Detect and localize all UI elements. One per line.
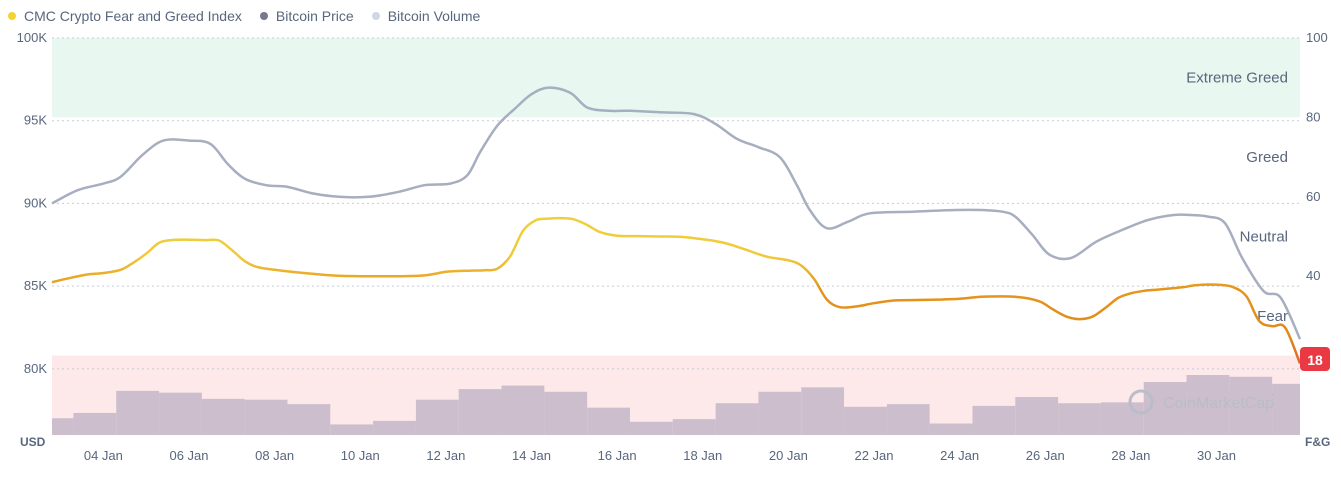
volume-bar — [1015, 397, 1059, 435]
x-axis-tick-label: 22 Jan — [854, 448, 893, 463]
zone-label: Fear — [1257, 308, 1288, 325]
volume-bar — [972, 405, 1016, 435]
volume-bar — [1100, 402, 1144, 435]
volume-bar — [1272, 383, 1300, 435]
volume-bars — [52, 375, 1300, 435]
volume-bar — [458, 389, 502, 435]
volume-bar — [629, 421, 673, 435]
volume-bar — [415, 399, 459, 435]
volume-bar — [1186, 375, 1230, 435]
volume-bar — [587, 407, 630, 435]
fear-greed-line — [51, 216, 1302, 364]
axes: USD F&G 80K 85K 90K 95K 100K 40 60 80 100 04 Jan 0… — [17, 30, 1331, 463]
legend-label: CMC Crypto Fear and Greed Index — [24, 8, 242, 24]
left-axis-tick-label: 95K — [24, 113, 47, 128]
legend-label: Bitcoin Price — [275, 8, 354, 24]
volume-bar — [287, 404, 331, 435]
right-axis-unit: F&G — [1305, 435, 1330, 449]
zone-label: Greed — [1246, 149, 1288, 166]
left-axis-tick-label: 80K — [24, 361, 47, 376]
bitcoin-price-line — [51, 86, 1302, 340]
legend: CMC Crypto Fear and Greed Index Bitcoin … — [8, 6, 480, 26]
right-axis-tick-label: 100 — [1306, 30, 1328, 45]
legend-label: Bitcoin Volume — [387, 8, 481, 24]
volume-bar — [715, 403, 759, 435]
series-lines — [51, 86, 1302, 364]
volume-bar — [929, 423, 973, 435]
current-value-label: 18 — [1307, 352, 1323, 368]
x-axis-tick-label: 30 Jan — [1197, 448, 1236, 463]
left-axis-tick-label: 85K — [24, 278, 47, 293]
legend-dot-icon — [8, 12, 16, 20]
volume-bar — [73, 412, 117, 435]
zone-band — [52, 38, 1300, 118]
x-axis-tick-label: 28 Jan — [1111, 448, 1150, 463]
zone-labels: Extreme GreedGreedNeutralFearExtreme Fea… — [1186, 70, 1288, 405]
volume-bar — [116, 390, 160, 435]
current-value-badge-bg — [1300, 347, 1330, 371]
watermark: CoinMarketCap — [1128, 389, 1274, 415]
volume-bar — [801, 387, 845, 435]
zone-label: Extreme Greed — [1186, 70, 1288, 87]
volume-bar — [886, 404, 930, 435]
watermark-text: CoinMarketCap — [1163, 395, 1274, 412]
volume-bar — [1229, 376, 1273, 435]
volume-bar — [672, 419, 716, 435]
current-value-badge: 18 — [1300, 347, 1330, 371]
x-axis-tick-label: 04 Jan — [84, 448, 123, 463]
volume-bar — [201, 398, 245, 435]
volume-bar — [52, 418, 74, 435]
zone-label: Neutral — [1240, 229, 1288, 246]
left-axis-tick-label: 90K — [24, 195, 47, 210]
x-axis-tick-label: 14 Jan — [512, 448, 551, 463]
x-axis-tick-label: 24 Jan — [940, 448, 979, 463]
x-axis-tick-label: 06 Jan — [169, 448, 208, 463]
coinmarketcap-logo-icon — [1128, 389, 1154, 415]
volume-bar — [758, 391, 802, 435]
right-axis-tick-label: 60 — [1306, 189, 1320, 204]
x-axis-tick-label: 16 Jan — [598, 448, 637, 463]
left-axis-unit: USD — [20, 435, 46, 449]
legend-dot-icon — [371, 12, 380, 20]
volume-bar — [330, 424, 374, 435]
x-axis-tick-label: 08 Jan — [255, 448, 294, 463]
volume-bar — [244, 399, 288, 435]
legend-item-fear-greed[interactable]: CMC Crypto Fear and Greed Index — [8, 8, 242, 24]
volume-bar — [501, 385, 545, 435]
x-axis-tick-label: 12 Jan — [426, 448, 465, 463]
volume-bar — [544, 391, 588, 435]
legend-item-bitcoin-price[interactable]: Bitcoin Price — [259, 8, 354, 24]
x-axis-tick-label: 10 Jan — [341, 448, 380, 463]
x-axis-tick-label: 18 Jan — [683, 448, 722, 463]
legend-item-bitcoin-volume[interactable]: Bitcoin Volume — [371, 8, 481, 24]
left-axis-tick-label: 100K — [17, 30, 48, 45]
x-axis-tick-label: 20 Jan — [769, 448, 808, 463]
x-axis-tick-label: 26 Jan — [1026, 448, 1065, 463]
legend-dot-icon — [259, 12, 268, 20]
right-axis-tick-label: 40 — [1306, 268, 1320, 283]
volume-bar — [373, 420, 416, 435]
volume-bar — [1058, 403, 1101, 435]
volume-bar — [844, 406, 887, 435]
volume-bar — [159, 392, 202, 435]
right-axis-tick-label: 80 — [1306, 109, 1320, 124]
